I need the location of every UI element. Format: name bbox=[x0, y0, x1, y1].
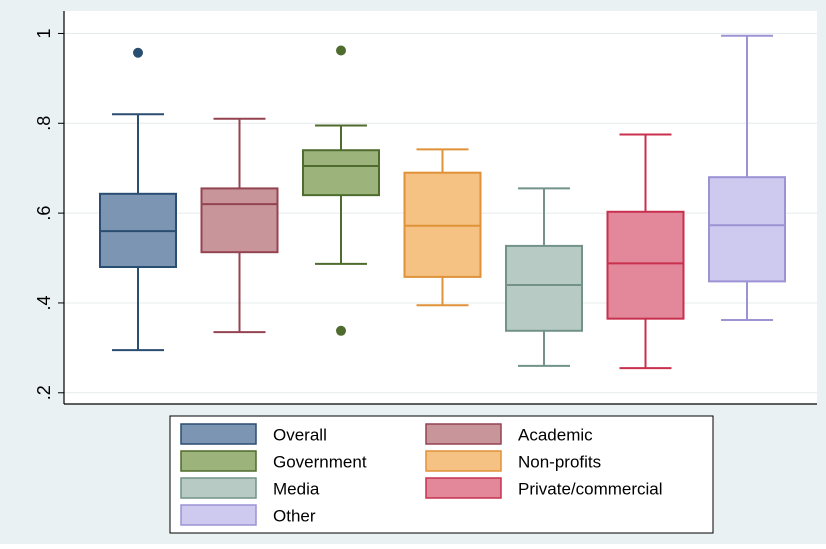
iqr-box-media bbox=[505, 244, 583, 332]
box-overall bbox=[99, 47, 177, 352]
box-private-commercial bbox=[606, 133, 685, 370]
legend-label-other: Other bbox=[273, 507, 316, 526]
box-media bbox=[505, 187, 583, 367]
legend-swatch-government bbox=[180, 450, 257, 472]
legend-label-government: Government bbox=[273, 453, 367, 472]
legend: Overall Academic Government Non-profits Medi… bbox=[169, 415, 714, 534]
legend-swatch-overall bbox=[180, 423, 257, 445]
outlier-government-0 bbox=[336, 45, 346, 56]
legend-swatch-private-commercial bbox=[425, 477, 502, 499]
iqr-box-other bbox=[708, 176, 786, 283]
box-academic bbox=[200, 117, 279, 334]
boxes-layer bbox=[99, 34, 786, 370]
y-tick-label-3: .8 bbox=[34, 116, 54, 131]
box-non-profits bbox=[403, 148, 482, 307]
legend-label-overall: Overall bbox=[273, 426, 327, 445]
iqr-box-private-commercial bbox=[606, 210, 685, 320]
y-tick-label-1: .4 bbox=[34, 295, 54, 310]
legend-label-private-commercial: Private/commercial bbox=[518, 480, 663, 499]
legend-label-academic: Academic bbox=[518, 426, 593, 445]
legend-swatch-non-profits bbox=[425, 450, 502, 472]
legend-swatch-academic bbox=[425, 423, 502, 445]
box-other bbox=[708, 34, 786, 322]
outlier-government-1 bbox=[336, 325, 346, 336]
legend-label-media: Media bbox=[273, 480, 320, 499]
outlier-overall-0 bbox=[133, 47, 143, 58]
y-tick-label-4: 1 bbox=[34, 28, 54, 38]
iqr-box-academic bbox=[200, 187, 279, 254]
legend-swatch-other bbox=[180, 504, 257, 526]
y-axis: .2 .4 .6 .8 1 bbox=[34, 11, 817, 405]
box-government bbox=[302, 45, 380, 336]
y-tick-label-2: .6 bbox=[34, 206, 54, 221]
legend-swatch-media bbox=[180, 477, 257, 499]
y-tick-label-0: .2 bbox=[34, 385, 54, 400]
legend-label-non-profits: Non-profits bbox=[518, 453, 601, 472]
iqr-box-government bbox=[302, 149, 380, 197]
